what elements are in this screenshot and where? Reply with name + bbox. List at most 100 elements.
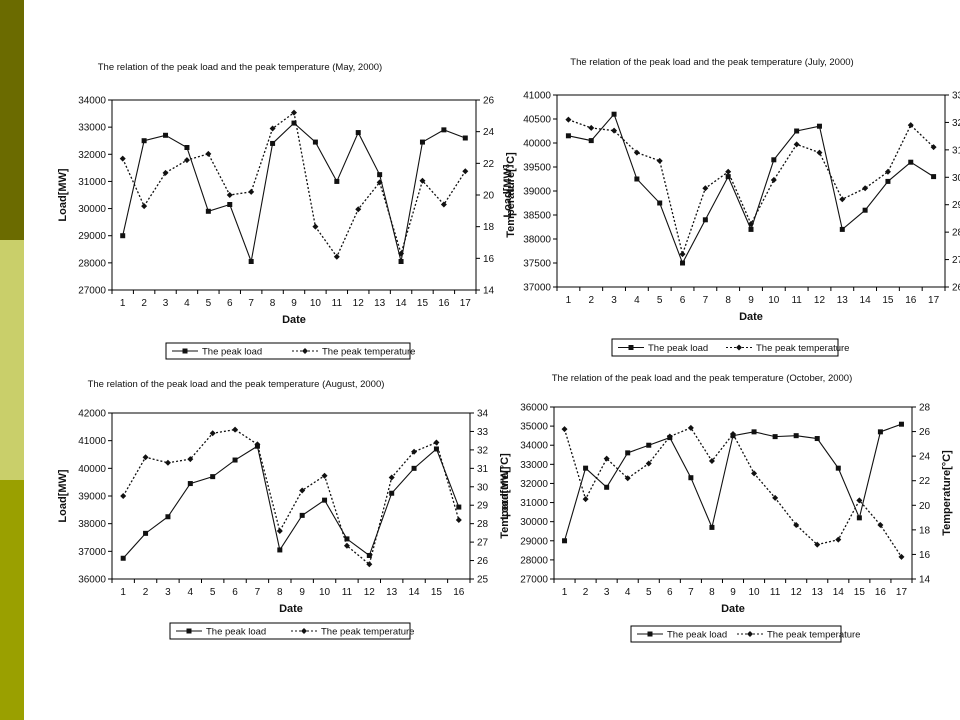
temperature-point [254, 441, 261, 448]
x-tick-label: 7 [703, 295, 709, 306]
temperature-point [269, 125, 276, 132]
temperature-point [120, 493, 127, 499]
temperature-line [563, 427, 903, 558]
x-tick-label: 5 [210, 587, 216, 598]
y-tick-label: 28000 [78, 258, 106, 269]
x-tick-label: 10 [319, 587, 331, 598]
temperature-point [232, 426, 239, 433]
load-point [355, 130, 361, 136]
y2-tick-label: 26 [483, 96, 495, 107]
load-point [120, 555, 126, 561]
load-point [898, 421, 904, 427]
temperature-point [725, 168, 732, 175]
load-point [611, 111, 617, 117]
x-tick-label: 7 [248, 298, 254, 309]
temperature-point [248, 188, 255, 195]
legend-label: The peak load [648, 343, 708, 354]
legend-label: The peak temperature [321, 627, 414, 638]
y-tick-label: 34000 [78, 96, 106, 107]
load-point [634, 176, 640, 182]
temperature-point [164, 459, 171, 466]
x-tick-label: 12 [364, 587, 376, 598]
y-tick-label: 41000 [523, 91, 551, 102]
temperature-point [751, 470, 758, 477]
x-axis-label: Date [721, 603, 745, 615]
x-tick-label: 15 [431, 587, 443, 598]
y2-tick-label: 29 [952, 200, 960, 211]
load-point [709, 524, 715, 530]
x-tick-label: 15 [854, 587, 866, 598]
y2-tick-label: 24 [919, 452, 931, 463]
temperature-point [366, 561, 373, 568]
y2-tick-label: 20 [919, 501, 931, 512]
temperature-point [679, 251, 686, 258]
x-tick-label: 16 [453, 587, 465, 598]
temperature-point [862, 185, 869, 192]
temperature-point [141, 203, 148, 210]
x-tick-label: 7 [255, 587, 261, 598]
load-point [227, 202, 233, 207]
chart-july: The relation of the peak load and the pe… [502, 57, 960, 357]
temperature-point [793, 521, 800, 528]
temperature-point [398, 250, 405, 257]
sidebar-stripe-top [0, 0, 24, 240]
temperature-point [205, 150, 212, 157]
load-point [604, 484, 610, 490]
y-tick-label: 33000 [520, 460, 548, 471]
y2-tick-label: 27 [477, 538, 489, 549]
load-point [814, 436, 820, 442]
load-point [751, 429, 757, 435]
y-tick-label: 40000 [78, 464, 106, 475]
load-point [187, 481, 193, 487]
plot-frame [556, 94, 946, 288]
load-point [270, 140, 276, 146]
load-point [862, 207, 868, 213]
load-point [816, 123, 822, 129]
x-tick-label: 14 [409, 587, 421, 598]
chart-title: The relation of the peak load and the pe… [570, 57, 853, 68]
temperature-point [561, 426, 568, 433]
x-tick-label: 12 [353, 298, 365, 309]
temperature-point [656, 157, 663, 164]
load-point [456, 504, 462, 510]
legend-temperature-marker [747, 631, 753, 637]
y-tick-label: 36000 [78, 575, 106, 586]
temperature-point [162, 169, 169, 176]
y-tick-label: 29000 [520, 536, 548, 547]
temperature-point [633, 149, 640, 156]
x-tick-label: 3 [604, 587, 610, 598]
legend-load-marker [182, 348, 188, 354]
y-axis-label: Load[MW] [57, 469, 69, 522]
chart-october: The relation of the peak load and the pe… [499, 373, 953, 643]
plot-frame [111, 412, 471, 580]
y-tick-label: 32000 [520, 479, 548, 490]
x-tick-label: 2 [141, 298, 147, 309]
legend-box [630, 625, 842, 643]
x-tick-label: 13 [837, 295, 849, 306]
y-tick-label: 37000 [78, 547, 106, 558]
legend-label: The peak temperature [756, 343, 849, 354]
y-tick-label: 40500 [523, 115, 551, 126]
x-tick-label: 4 [634, 295, 640, 306]
y-axis-label: Load[MW] [502, 164, 514, 217]
legend-label: The peak temperature [322, 347, 415, 358]
temperature-point [376, 179, 383, 186]
x-tick-label: 8 [709, 587, 715, 598]
x-axis-label: Date [279, 603, 303, 615]
x-tick-label: 1 [562, 587, 568, 598]
temperature-line [568, 119, 935, 257]
load-point [908, 159, 914, 165]
legend-temperature-marker [301, 628, 307, 634]
temperature-point [142, 454, 149, 461]
x-tick-label: 2 [143, 587, 149, 598]
load-point [398, 259, 404, 264]
temperature-point [291, 109, 297, 116]
temperature-point [702, 185, 709, 192]
load-point [702, 217, 708, 223]
x-tick-label: 11 [770, 587, 781, 598]
y2-tick-label: 14 [483, 286, 495, 297]
temperature-point [835, 536, 842, 543]
load-point [657, 200, 663, 206]
y-tick-label: 30000 [520, 517, 548, 528]
temperature-point [588, 124, 595, 131]
